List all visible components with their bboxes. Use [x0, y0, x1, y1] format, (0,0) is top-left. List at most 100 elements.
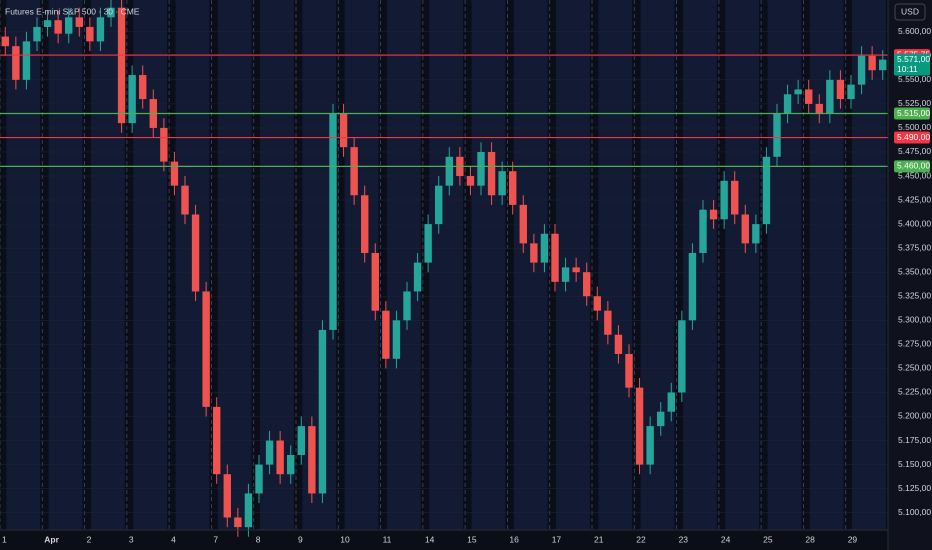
candle-body	[191, 214, 200, 292]
session-band	[767, 0, 802, 530]
candle-body	[509, 171, 517, 205]
candle-body	[96, 17, 105, 42]
candle-body	[667, 392, 675, 412]
y-tick-label: 5.225,00	[898, 387, 931, 397]
candle-body	[265, 440, 274, 465]
candle-body	[593, 296, 601, 311]
y-tick-label: 5.375,00	[898, 242, 931, 252]
currency[interactable]: USD	[901, 6, 919, 16]
candle-body	[731, 180, 739, 215]
candle-body	[815, 103, 823, 114]
candle-body	[561, 267, 570, 282]
x-tick-label: 1	[2, 534, 7, 544]
y-tick-label: 5.250,00	[898, 363, 931, 373]
x-tick-label: 21	[594, 534, 604, 544]
candle-body	[117, 7, 126, 124]
candle-body	[65, 17, 73, 34]
level-label: 5.515,00	[897, 108, 930, 118]
x-tick-label: 25	[763, 534, 773, 544]
y-tick-label: 5.500,00	[898, 122, 931, 132]
candle-body	[445, 156, 453, 186]
session-band	[640, 0, 675, 530]
candle-body	[382, 310, 390, 359]
currency-button[interactable]	[894, 3, 926, 21]
candle-body	[572, 267, 580, 273]
y-tick-label: 5.450,00	[898, 170, 931, 180]
candle-body	[551, 233, 559, 282]
candle-body	[43, 20, 52, 27]
candle-body	[128, 75, 136, 124]
candle-body	[879, 59, 887, 71]
candle-body	[868, 55, 876, 71]
candle-body	[646, 426, 654, 465]
candle-body	[530, 243, 538, 263]
session-band	[852, 0, 886, 530]
candle-body	[466, 176, 475, 186]
candle-body	[12, 46, 20, 80]
candle-body	[688, 252, 697, 321]
candle-body	[424, 224, 432, 263]
candle-body	[657, 411, 665, 427]
last-price-label: 5.571,00	[897, 54, 930, 64]
candle-body	[836, 79, 845, 100]
session-band	[471, 0, 506, 530]
y-tick-label: 5.200,00	[898, 411, 931, 421]
candle-body	[699, 209, 707, 253]
session-band	[133, 0, 168, 530]
chart-title: Futures E-mini S&P 500 · 30 · CME	[5, 6, 140, 16]
candle-body	[297, 426, 305, 455]
candle-body	[826, 79, 834, 114]
candle-body	[22, 41, 31, 80]
candle-body	[329, 113, 337, 330]
price-axis	[888, 0, 932, 550]
y-tick-label: 5.550,00	[898, 74, 931, 84]
candle-body	[614, 334, 623, 354]
x-tick-label: 29	[848, 534, 858, 544]
candle-body	[540, 233, 549, 263]
candle-body	[54, 20, 62, 34]
session-band	[513, 0, 548, 530]
candle-body	[487, 151, 496, 196]
candle-body	[107, 7, 115, 18]
candle-body	[604, 310, 612, 335]
candle-body	[244, 493, 253, 528]
level-label: 5.490,00	[897, 132, 930, 142]
x-tick-label: 9	[298, 534, 303, 544]
level-tag	[894, 131, 930, 144]
level-tag	[894, 107, 930, 120]
x-tick-label: 2	[87, 534, 92, 544]
candle-body	[361, 195, 369, 253]
candle-body	[625, 353, 633, 388]
candle-body	[583, 272, 591, 297]
candle-body	[762, 156, 771, 225]
candle-body	[160, 127, 168, 162]
candle-body	[435, 185, 443, 225]
session-band	[429, 0, 464, 530]
x-tick-label: Apr	[44, 534, 59, 544]
candle-body	[170, 161, 179, 186]
candle-body	[223, 474, 231, 518]
candle-body	[139, 75, 147, 100]
candle-body	[709, 209, 718, 220]
y-tick-label: 5.525,00	[898, 98, 931, 108]
candle-body	[498, 171, 506, 196]
candle-body	[794, 89, 802, 95]
candle-body	[33, 26, 41, 42]
candle-body	[371, 252, 379, 311]
y-tick-label: 5.425,00	[898, 194, 931, 204]
y-tick-label: 5.150,00	[898, 459, 931, 469]
candle-body	[678, 320, 686, 393]
y-tick-label: 5.300,00	[898, 315, 931, 325]
candle-body	[752, 224, 760, 244]
x-tick-label: 23	[679, 534, 689, 544]
candle-body	[783, 94, 792, 114]
y-tick-label: 5.275,00	[898, 339, 931, 349]
session-band	[725, 0, 760, 530]
candle-body	[234, 517, 242, 528]
last-price-tag	[894, 53, 930, 76]
x-tick-label: 16	[509, 534, 519, 544]
session-band	[556, 0, 590, 530]
x-tick-label: 28	[805, 534, 815, 544]
session-band	[682, 0, 717, 530]
